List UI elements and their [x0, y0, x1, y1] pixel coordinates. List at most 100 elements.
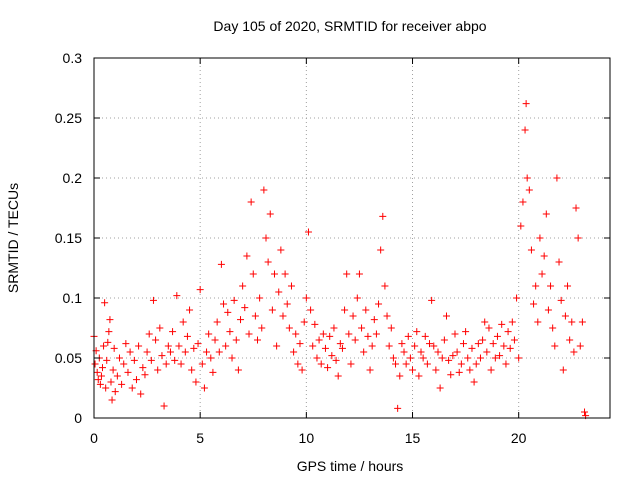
data-point: [347, 360, 355, 368]
data-point: [370, 316, 378, 324]
data-point: [94, 376, 102, 384]
data-point: [522, 100, 530, 108]
data-point: [186, 306, 194, 314]
data-point: [496, 352, 504, 360]
y-axis-label: SRMTID / TECUs: [5, 183, 21, 293]
data-point: [156, 324, 164, 332]
data-point: [355, 270, 363, 278]
data-point: [173, 292, 181, 300]
data-point: [96, 380, 104, 388]
data-point: [423, 360, 431, 368]
y-tick-label: 0.3: [63, 50, 83, 66]
data-point: [510, 336, 518, 344]
data-point: [158, 352, 166, 360]
data-point: [169, 328, 177, 336]
data-point: [372, 330, 380, 338]
data-point: [110, 344, 118, 352]
data-point: [122, 340, 130, 348]
data-point: [360, 348, 368, 356]
data-point: [194, 340, 202, 348]
data-point: [243, 252, 251, 260]
data-point: [472, 360, 480, 368]
data-point: [387, 324, 395, 332]
data-point: [383, 312, 391, 320]
data-point: [525, 186, 533, 194]
data-point: [164, 342, 172, 350]
data-point: [205, 330, 213, 338]
data-point: [561, 312, 569, 320]
data-point: [228, 354, 236, 362]
data-point: [279, 312, 287, 320]
data-point: [319, 330, 327, 338]
data-point: [296, 340, 304, 348]
data-point: [162, 360, 170, 368]
data-point: [166, 348, 174, 356]
data-point: [413, 328, 421, 336]
data-point: [311, 320, 319, 328]
data-point: [381, 282, 389, 290]
data-point: [207, 354, 215, 362]
data-point: [451, 330, 459, 338]
x-tick-label: 5: [196, 430, 204, 446]
data-point: [468, 344, 476, 352]
data-point: [224, 308, 232, 316]
data-point: [328, 352, 336, 360]
data-point: [120, 360, 128, 368]
data-point: [440, 336, 448, 344]
data-point: [487, 366, 495, 374]
data-point: [400, 348, 408, 356]
data-point: [432, 366, 440, 374]
data-point: [581, 408, 589, 416]
data-point: [404, 332, 412, 340]
data-point: [547, 282, 555, 290]
data-point: [521, 126, 529, 134]
data-point: [234, 366, 242, 374]
data-point: [576, 342, 584, 350]
data-point: [171, 356, 179, 364]
data-point: [527, 246, 535, 254]
data-point: [254, 336, 262, 344]
data-point: [457, 360, 465, 368]
y-tick-label: 0.2: [63, 170, 83, 186]
data-point: [102, 384, 110, 392]
data-point: [143, 348, 151, 356]
data-point: [566, 336, 574, 344]
data-point: [222, 342, 230, 350]
data-point: [341, 306, 349, 314]
data-point: [438, 354, 446, 362]
data-point: [542, 210, 550, 218]
data-point: [345, 330, 353, 338]
data-point: [536, 234, 544, 242]
data-point: [534, 318, 542, 326]
data-point: [285, 324, 293, 332]
data-point: [215, 348, 223, 356]
data-point: [464, 354, 472, 362]
data-point: [152, 336, 160, 344]
data-point: [262, 234, 270, 242]
data-point: [394, 404, 402, 412]
data-point: [298, 366, 306, 374]
data-point: [523, 174, 531, 182]
data-point: [436, 384, 444, 392]
data-point: [211, 336, 219, 344]
data-point: [353, 294, 361, 302]
data-point: [406, 354, 414, 362]
data-point: [315, 336, 323, 344]
data-point: [449, 352, 457, 360]
data-point: [237, 316, 245, 324]
data-point: [442, 312, 450, 320]
data-point: [100, 342, 108, 350]
data-point: [270, 270, 278, 278]
data-point: [396, 372, 404, 380]
x-axis-label: GPS time / hours: [297, 458, 404, 474]
data-point: [428, 296, 436, 304]
y-tick-label: 0.25: [55, 110, 82, 126]
data-point: [572, 204, 580, 212]
y-tick-label: 0.1: [63, 290, 83, 306]
data-point: [181, 348, 189, 356]
data-point: [239, 282, 247, 290]
data-point: [277, 246, 285, 254]
data-point: [349, 312, 357, 320]
data-point: [321, 344, 329, 352]
